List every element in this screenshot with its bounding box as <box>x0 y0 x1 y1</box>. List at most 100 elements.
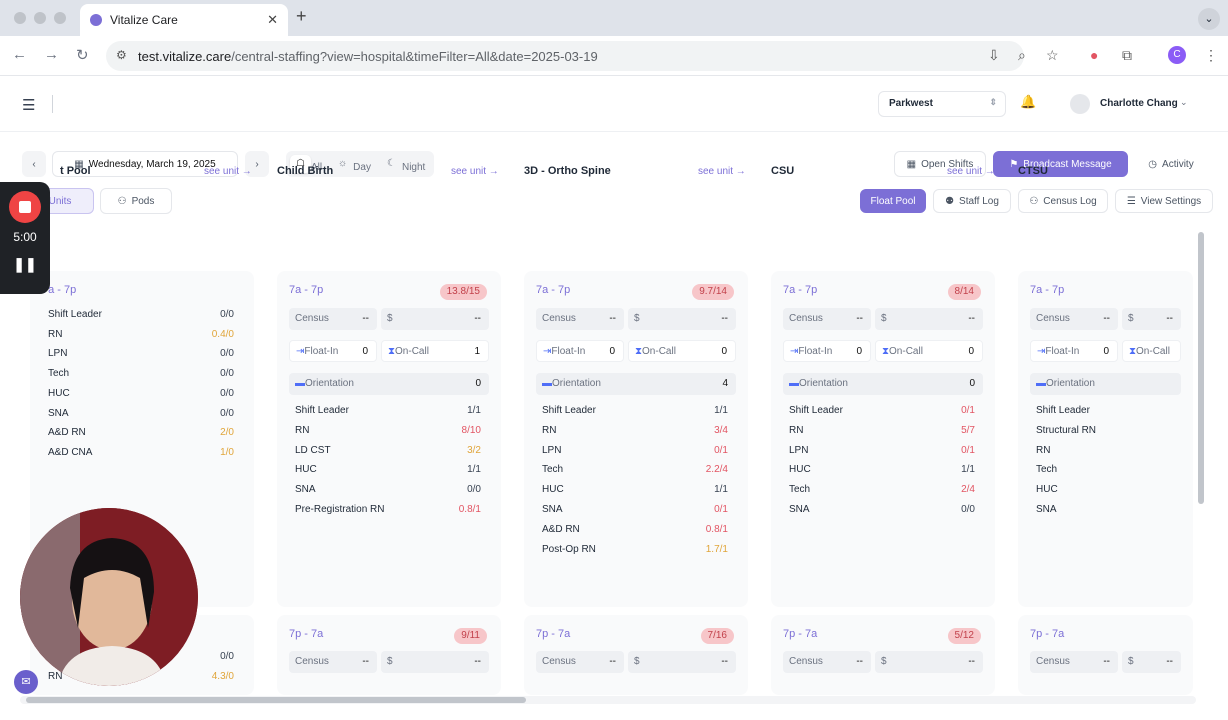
night-shift-card: 7p - 7a 5/12 Census -- $ -- <box>771 615 995 695</box>
role-count: 0/0 <box>220 387 234 399</box>
activity-button[interactable]: ◷ Activity <box>1135 151 1207 177</box>
cost-value: -- <box>968 656 975 667</box>
see-unit-link[interactable]: see unit → <box>204 166 252 177</box>
clock-icon: ◷ <box>1148 158 1158 170</box>
orientation-field: ▬ Orientation 0 <box>289 373 489 395</box>
role-label: HUC <box>542 484 564 496</box>
float-in-icon: ⇥ <box>1037 346 1046 357</box>
menu-icon[interactable]: ☰ <box>22 97 36 114</box>
on-call-field[interactable]: ⧗ On-Call 1 <box>381 340 489 362</box>
see-unit-link[interactable]: see unit → <box>451 166 499 177</box>
on-call-field[interactable]: ⧗ On-Call <box>1122 340 1181 362</box>
avatar[interactable] <box>1070 94 1090 114</box>
census-field: Census -- <box>783 651 871 673</box>
horizontal-scrollbar[interactable] <box>20 696 1196 704</box>
view-settings-button[interactable]: ☰ View Settings <box>1115 189 1213 213</box>
role-count: 3/4 <box>714 424 728 436</box>
bell-icon[interactable]: 🔔 <box>1020 94 1037 109</box>
browser-tab[interactable]: Vitalize Care ✕ <box>80 4 288 36</box>
see-unit-link[interactable]: see unit → <box>947 166 995 177</box>
float-in-value: 0 <box>362 346 368 357</box>
staff-log-button[interactable]: ⚉ Staff Log <box>933 189 1011 213</box>
cost-label: $ <box>634 313 640 324</box>
facility-select[interactable]: Parkwest ⇕ <box>878 91 1006 117</box>
role-label: Tech <box>48 368 70 380</box>
on-call-value: 0 <box>968 346 974 357</box>
census-field: Census -- <box>783 308 871 330</box>
chat-icon[interactable]: ✉ <box>14 670 38 694</box>
stop-recording-button[interactable] <box>9 191 41 223</box>
role-count: 0/0 <box>961 504 975 515</box>
role-label: Shift Leader <box>48 309 102 320</box>
maximize-window-button[interactable] <box>54 12 66 24</box>
role-label: Structural RN <box>1036 424 1097 436</box>
role-count: 0/0 <box>467 484 481 496</box>
date-value: Wednesday, March 19, 2025 <box>88 158 216 170</box>
forward-icon[interactable]: → <box>44 46 59 63</box>
horizontal-scroll-thumb[interactable] <box>26 697 526 703</box>
float-in-field[interactable]: ⇥ Float-In 0 <box>289 340 377 362</box>
pods-toggle[interactable]: ⚇ Pods <box>100 188 172 214</box>
column-title: CTSU <box>1018 165 1048 177</box>
float-pool-label: Float Pool <box>870 195 916 207</box>
role-count: 0/0 <box>220 407 234 419</box>
cost-field: $ -- <box>875 308 983 330</box>
reload-icon[interactable]: ↻ <box>76 47 89 64</box>
tab-search-icon[interactable]: ⌄ <box>1198 8 1220 30</box>
date-picker[interactable]: ▦ Wednesday, March 19, 2025 <box>52 151 238 177</box>
url-field[interactable]: ⚙ test.vitalize.care/central-staffing?vi… <box>106 41 1024 71</box>
role-count: 1/1 <box>467 464 481 476</box>
census-label: Census <box>542 313 576 324</box>
close-tab-icon[interactable]: ✕ <box>267 12 278 27</box>
float-in-field[interactable]: ⇥ Float-In 0 <box>536 340 624 362</box>
shift-time: 7p - 7a <box>783 628 818 640</box>
filter-all[interactable]: ☖ All <box>290 155 322 173</box>
on-call-field[interactable]: ⧗ On-Call 0 <box>628 340 736 362</box>
on-call-field[interactable]: ⧗ On-Call 0 <box>875 340 983 362</box>
profile-avatar[interactable]: C <box>1168 46 1186 64</box>
float-in-field[interactable]: ⇥ Float-In 0 <box>783 340 871 362</box>
float-in-field[interactable]: ⇥ Float-In 0 <box>1030 340 1118 362</box>
census-field: Census -- <box>289 308 377 330</box>
cost-label: $ <box>881 656 887 667</box>
chevron-down-icon[interactable]: ⌄ <box>1180 97 1188 107</box>
cost-label: $ <box>634 656 640 667</box>
cost-field: $ -- <box>1122 651 1181 673</box>
bookmark-star-icon[interactable]: ☆ <box>1046 47 1059 63</box>
minimize-window-button[interactable] <box>34 12 46 24</box>
filter-night[interactable]: ☾ Night <box>381 155 425 173</box>
role-label: LPN <box>542 444 562 456</box>
vertical-scrollbar[interactable] <box>1198 232 1204 504</box>
role-label: Shift Leader <box>1036 405 1090 416</box>
census-field: Census -- <box>289 651 377 673</box>
back-icon[interactable]: ← <box>12 46 27 63</box>
zoom-icon[interactable]: ⌕ <box>1018 47 1026 63</box>
install-icon[interactable]: ⇩ <box>988 47 1000 63</box>
browser-menu-icon[interactable]: ⋮ <box>1204 47 1218 63</box>
cost-field: $ -- <box>381 651 489 673</box>
float-pool-button[interactable]: Float Pool <box>860 189 926 213</box>
filter-day[interactable]: ☼ Day <box>332 155 371 173</box>
role-label: RN <box>789 424 804 436</box>
close-window-button[interactable] <box>14 12 26 24</box>
extension-record-icon[interactable]: ● <box>1090 47 1099 63</box>
user-name[interactable]: Charlotte Chang <box>1100 98 1178 109</box>
census-log-button[interactable]: ⚇ Census Log <box>1018 189 1108 213</box>
census-label: Census <box>1036 313 1070 324</box>
cost-value: -- <box>968 313 975 324</box>
next-date-button[interactable]: › <box>245 151 269 177</box>
site-settings-icon[interactable]: ⚙ <box>116 48 127 62</box>
broadcast-message-button[interactable]: ⚑ Broadcast Message <box>993 151 1128 177</box>
see-unit-link[interactable]: see unit → <box>698 166 746 177</box>
tab-title: Vitalize Care <box>110 13 178 27</box>
census-label: Census <box>295 656 329 667</box>
open-shifts-button[interactable]: ▦ Open Shifts <box>894 151 986 177</box>
role-count: 2.2/4 <box>705 464 728 476</box>
shift-time: 7a - 7p <box>1030 284 1065 296</box>
pause-recording-button[interactable]: ❚❚ <box>13 256 37 272</box>
extensions-icon[interactable]: ⧉ <box>1122 47 1132 63</box>
role-label: RN <box>48 328 63 340</box>
new-tab-button[interactable]: + <box>296 6 307 26</box>
prev-date-button[interactable]: ‹ <box>22 151 46 177</box>
browser-tab-strip: Vitalize Care ✕ + ⌄ <box>0 0 1228 36</box>
